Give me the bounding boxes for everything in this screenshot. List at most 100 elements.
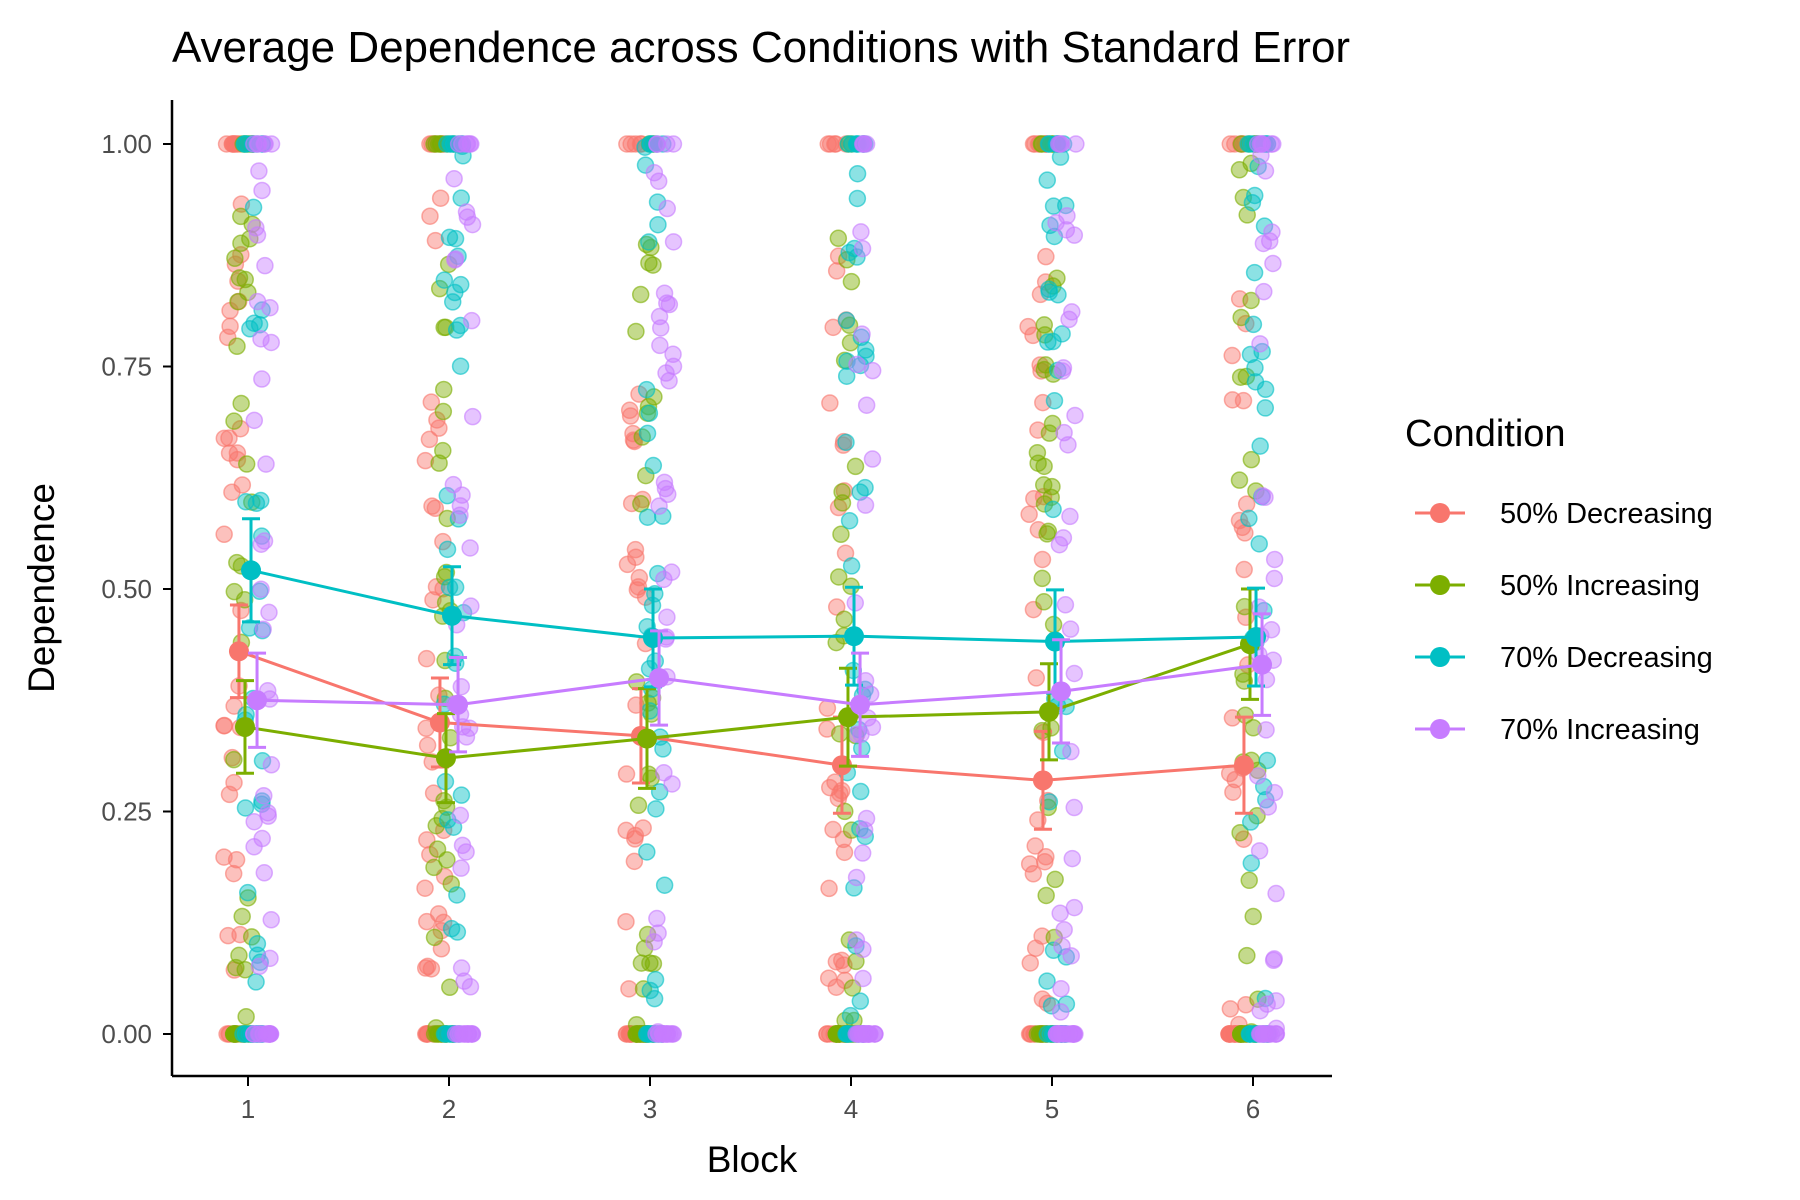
raw-point	[452, 786, 471, 804]
raw-point	[1043, 414, 1062, 433]
raw-point	[650, 497, 668, 515]
raw-point	[423, 497, 441, 515]
raw-point	[1020, 855, 1039, 873]
raw-point	[259, 803, 277, 822]
raw-point	[851, 1025, 870, 1043]
raw-point	[848, 164, 867, 183]
raw-point	[1034, 476, 1053, 494]
mean-point	[247, 690, 268, 711]
raw-point	[236, 799, 255, 817]
raw-point	[640, 404, 659, 422]
raw-point	[1062, 947, 1080, 965]
legend-key-point	[1430, 503, 1450, 523]
raw-point	[462, 311, 481, 330]
raw-point	[233, 476, 252, 494]
raw-point	[1241, 813, 1260, 831]
raw-point	[445, 169, 463, 188]
raw-point	[426, 231, 445, 250]
raw-point	[225, 773, 243, 792]
raw-point	[446, 251, 464, 269]
raw-point	[230, 946, 248, 965]
raw-point	[1265, 569, 1284, 588]
raw-point	[242, 928, 261, 946]
raw-point	[847, 868, 866, 887]
raw-point	[1052, 135, 1071, 153]
raw-point	[215, 848, 233, 866]
y-tick-label: 0.00	[101, 1019, 152, 1049]
raw-point	[225, 412, 243, 430]
raw-point	[452, 677, 471, 696]
raw-point	[432, 135, 450, 153]
raw-point	[1056, 596, 1075, 614]
raw-point	[1223, 391, 1242, 409]
y-tick-label: 1.00	[101, 129, 152, 159]
raw-point	[646, 652, 665, 670]
raw-point	[1051, 1003, 1070, 1021]
series-line	[238, 649, 1245, 782]
raw-point	[617, 821, 635, 840]
raw-point	[624, 424, 642, 443]
raw-point	[649, 215, 667, 234]
raw-point	[829, 229, 848, 248]
raw-point	[261, 949, 279, 968]
raw-point	[221, 317, 239, 336]
raw-point	[430, 454, 448, 472]
x-axis-title: Block	[707, 1139, 798, 1180]
raw-point	[842, 272, 861, 291]
raw-point	[1021, 954, 1040, 972]
raw-point	[1065, 226, 1084, 244]
raw-point	[1238, 946, 1256, 965]
raw-point	[840, 511, 859, 530]
raw-point	[648, 193, 667, 211]
raw-point	[1242, 291, 1260, 310]
raw-point	[655, 570, 673, 589]
raw-point	[458, 208, 477, 226]
raw-point	[237, 1007, 255, 1026]
raw-point	[845, 879, 863, 897]
raw-point	[827, 262, 846, 280]
raw-point	[621, 407, 640, 425]
raw-point	[1044, 197, 1063, 215]
raw-point	[226, 255, 245, 274]
raw-point	[1248, 135, 1267, 153]
raw-point	[865, 1025, 884, 1043]
raw-point	[1065, 664, 1084, 683]
raw-point	[656, 1025, 675, 1043]
raw-point	[1224, 783, 1242, 801]
mean-point	[649, 668, 670, 688]
mean-point	[241, 560, 262, 581]
mean-point	[844, 626, 865, 647]
raw-point	[253, 181, 271, 200]
raw-point	[452, 959, 471, 977]
raw-point	[824, 820, 842, 839]
raw-point	[1033, 550, 1052, 569]
mean-point	[228, 641, 249, 662]
raw-point	[853, 325, 871, 343]
raw-point	[421, 207, 439, 225]
raw-point	[863, 361, 882, 380]
raw-point	[1264, 254, 1282, 273]
raw-point	[625, 852, 644, 871]
raw-point	[837, 311, 856, 330]
raw-point	[252, 580, 270, 598]
raw-point	[1040, 280, 1058, 298]
mean-point	[850, 694, 871, 715]
raw-point	[238, 883, 257, 902]
raw-point	[1060, 1025, 1079, 1043]
raw-point	[438, 540, 457, 559]
raw-point	[821, 135, 840, 153]
raw-point	[818, 720, 836, 738]
raw-point	[425, 928, 444, 947]
x-ticks: 1 2 3 4 5 6	[241, 1076, 1260, 1124]
raw-point	[1235, 560, 1253, 579]
raw-point	[226, 249, 244, 268]
raw-point	[857, 396, 876, 414]
raw-point	[440, 578, 459, 597]
raw-point	[440, 228, 459, 247]
y-ticks: 0.00 0.25 0.50 0.75 1.00	[101, 129, 172, 1049]
raw-point	[1040, 793, 1059, 811]
mean-point	[234, 716, 255, 737]
raw-point	[649, 924, 667, 942]
raw-point	[449, 1025, 468, 1043]
raw-point	[637, 380, 656, 399]
